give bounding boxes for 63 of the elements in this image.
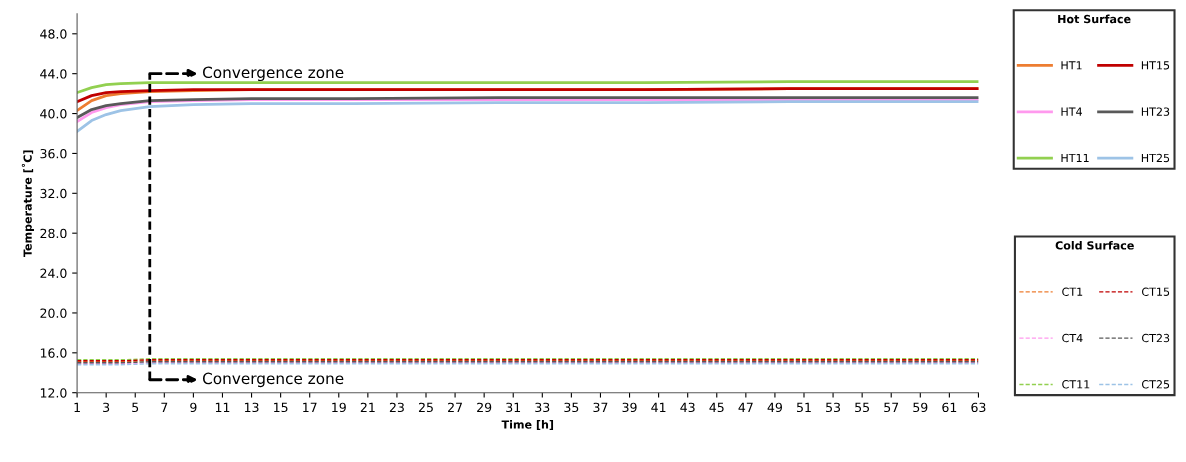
text: Hot Surface [1058, 14, 1131, 24]
x-tick-label: 61 [942, 402, 957, 413]
line-series [77, 87, 979, 103]
annotation: Convergence zone [202, 372, 344, 388]
y-tick-label: 28.0 [40, 228, 67, 239]
x-tick-label: 39 [622, 402, 637, 413]
x-tick-label: 5 [132, 402, 139, 413]
x-tick-label: 33 [535, 402, 550, 413]
legend-label: HT11 [1061, 153, 1089, 162]
x-tick-label: 29 [477, 402, 492, 413]
x-tick-label: 13 [244, 402, 259, 413]
line-series [77, 80, 979, 95]
y-axis-title: Temperature [˚C] [21, 150, 34, 258]
x-tick-label: 37 [593, 402, 608, 413]
x-tick-label: 55 [855, 402, 870, 413]
x-tick-label: 15 [274, 402, 288, 413]
legend-label: CT11 [1062, 380, 1090, 389]
x-tick-label: 35 [564, 402, 579, 413]
y-tick-label: 32.0 [40, 188, 67, 199]
legend-label: HT1 [1061, 61, 1082, 70]
x-tick-label: 25 [418, 402, 433, 413]
line-series [77, 100, 979, 133]
legend-label: CT4 [1062, 333, 1083, 343]
legend-label: HT15 [1141, 61, 1170, 70]
y-tick-label: 16.0 [40, 348, 67, 358]
x-tick-label: 47 [738, 402, 753, 412]
legend-label: HT4 [1061, 107, 1082, 116]
legend-label: HT23 [1141, 107, 1170, 116]
x-tick-label: 9 [190, 402, 197, 413]
x-tick-label: 43 [680, 402, 695, 413]
x-tick-label: 57 [884, 402, 899, 413]
x-tick-label: 27 [448, 402, 462, 412]
y-tick-label: 40.0 [40, 109, 67, 119]
y-tick-label: 48.0 [40, 29, 67, 39]
x-tick-label: 49 [767, 402, 782, 413]
legend-label: CT25 [1142, 380, 1170, 389]
x-tick-label: 59 [913, 402, 928, 413]
y-tick-label: 20.0 [40, 308, 67, 318]
x-tick-label: 7 [161, 402, 168, 412]
x-tick-label: 21 [360, 402, 375, 412]
legend-label: CT23 [1142, 333, 1170, 343]
annotation: Convergence zone [202, 66, 344, 82]
y-tick-label: 12.0 [40, 388, 67, 398]
x-tick-label: 41 [651, 402, 666, 412]
y-tick-label: 44.0 [40, 69, 67, 79]
y-tick-label: 24.0 [40, 268, 67, 278]
x-tick-label: 1 [74, 402, 80, 412]
x-tick-label: 11 [215, 402, 230, 412]
x-tick-label: 23 [389, 402, 404, 413]
legend-label: HT25 [1141, 153, 1170, 163]
x-axis-title: Time [h] [501, 420, 554, 430]
x-tick-label: 51 [797, 402, 811, 413]
x-tick-label: 63 [971, 402, 986, 413]
text: Cold Surface [1055, 241, 1134, 250]
x-tick-label: 31 [506, 402, 521, 413]
x-tick-label: 3 [103, 402, 110, 413]
x-tick-label: 17 [303, 402, 317, 412]
legend-label: CT15 [1142, 287, 1170, 296]
x-tick-label: 53 [826, 402, 841, 413]
legend-label: CT1 [1062, 287, 1083, 296]
x-tick-label: 45 [709, 402, 724, 413]
y-tick-label: 36.0 [40, 148, 67, 159]
x-tick-label: 19 [332, 402, 346, 413]
